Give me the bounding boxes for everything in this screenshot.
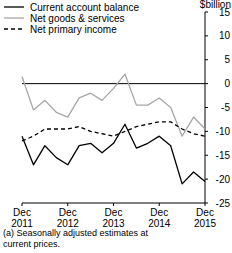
y-tick [205,107,208,108]
y-tick-label: -20 [216,174,231,185]
y-tick [205,35,208,36]
y-tick-label: 10 [219,30,231,41]
x-tick [22,203,23,206]
legend-swatch [4,17,24,18]
x-tick-label: Dec2014 [148,207,171,228]
legend-label: Net goods & services [30,13,125,24]
y-tick-label: 0 [224,78,230,89]
legend-swatch [4,28,24,29]
plot [22,74,205,184]
y-tick [205,83,208,84]
y-tick [205,155,208,156]
footnote: (a) Seasonally adjusted estimates at cur… [3,228,173,250]
y-tick [205,59,208,60]
series-line [22,122,205,141]
y-tick-label: 5 [224,54,230,65]
y-tick-label: -25 [216,198,231,209]
y-tick-label: -15 [216,150,231,161]
y-tick [205,179,208,180]
y-tick [205,131,208,132]
x-tick-label: Dec2013 [102,207,125,228]
x-tick [159,203,160,206]
x-tick-label: Dec2015 [194,207,217,228]
x-tick-label: Dec2012 [57,207,80,228]
y-tick-label: -5 [221,102,230,113]
legend-swatch [4,6,24,7]
x-tick [205,203,206,206]
x-tick [67,203,68,206]
legend-label: Net primary income [30,24,117,35]
series-line [22,124,205,184]
y-tick-label: -10 [216,126,231,137]
y-axis-label: $billion [200,0,231,10]
zero-line [22,83,205,84]
x-tick [113,203,114,206]
y-tick [205,12,208,13]
legend-label: Current account balance [30,2,139,13]
x-tick-label: Dec2011 [11,207,33,228]
chart: 151050-5-10-15-20-25$billionDec2011Dec20… [0,0,232,228]
